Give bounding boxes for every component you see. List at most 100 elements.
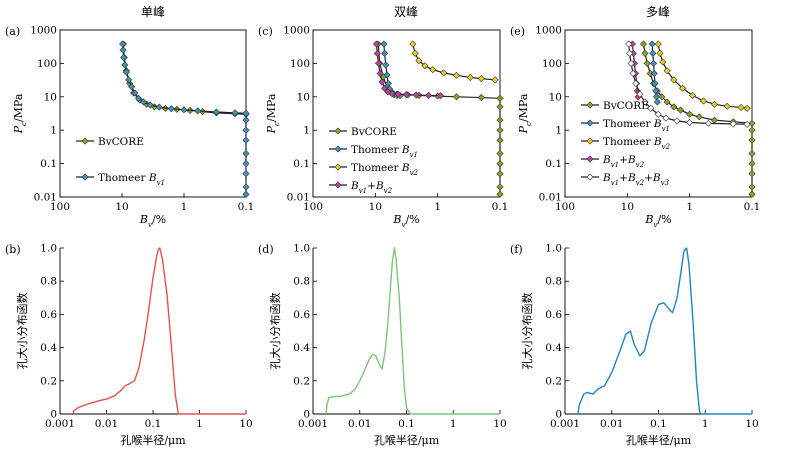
- text-part: v1: [359, 187, 367, 195]
- y-tick-label: 0.1: [545, 158, 562, 170]
- series-line: [577, 247, 752, 415]
- data-point: [242, 150, 250, 158]
- text-part: B: [350, 180, 359, 192]
- text-part: B: [627, 154, 636, 166]
- data-point: [135, 94, 143, 102]
- data-point: [381, 49, 389, 57]
- data-point: [654, 40, 662, 48]
- x-tick-label: 10: [745, 418, 758, 430]
- data-point: [394, 90, 402, 98]
- y-axis-label: 孔大小分布函数: [520, 293, 534, 370]
- data-point: [440, 69, 448, 77]
- y-tick-label: 1.0: [293, 243, 310, 255]
- x-tick-label: 0.001: [298, 418, 328, 430]
- data-point: [131, 89, 139, 97]
- text-part: +: [619, 172, 628, 184]
- data-point: [242, 190, 250, 198]
- data-point: [242, 136, 250, 144]
- data-point: [651, 79, 659, 88]
- data-point: [139, 98, 148, 106]
- x-tick-label: 0.01: [600, 418, 623, 430]
- x-tick-label: 0.01: [95, 418, 118, 430]
- x-axis-label: 孔喉半径/μm: [120, 433, 186, 447]
- y-tick-label: 0.4: [293, 342, 310, 354]
- text-part: +: [644, 172, 653, 184]
- data-point: [146, 101, 154, 109]
- text-part: B: [652, 172, 661, 184]
- y-axis-label: 孔大小分布函数: [15, 293, 29, 370]
- x-tick-label: 0.1: [650, 418, 667, 430]
- panel-label: (d): [258, 243, 274, 256]
- data-point: [748, 136, 756, 144]
- y-tick-label: 0.01: [539, 192, 562, 204]
- text-part: v1: [611, 161, 619, 169]
- x-tick-label: 10: [369, 201, 382, 213]
- legend-label: Bv1+Bv2: [602, 154, 645, 169]
- text-part: B: [653, 136, 662, 148]
- text-part: v1: [410, 151, 418, 159]
- panel-label: (c): [258, 25, 273, 38]
- x-tick-label: 10: [621, 201, 634, 213]
- data-point: [119, 46, 127, 54]
- data-point: [686, 110, 694, 118]
- data-point: [656, 49, 664, 57]
- data-point: [639, 40, 648, 48]
- panel-label: (b): [5, 243, 21, 256]
- series-line: [72, 247, 246, 415]
- panel-a: 0.01 0.1 1 10 100 1000 100 10 1 0.1 Bv/% Pc/MPa (a) B…: [5, 25, 254, 230]
- series-thomeer2: [409, 40, 499, 84]
- data-point: [121, 61, 129, 69]
- y-axis-label: Pc/MPa: [517, 93, 533, 134]
- y-tick-label: 0.4: [40, 342, 57, 354]
- text-part: /MPa: [12, 93, 25, 122]
- x-tick-label: 0.001: [550, 418, 580, 430]
- plot-frame: [564, 29, 753, 198]
- y-tick-label: 0.2: [293, 375, 310, 387]
- x-tick-label: 1: [702, 418, 709, 430]
- panel-label: (a): [5, 25, 20, 38]
- text-part: Thomeer: [98, 172, 149, 184]
- data-point: [388, 90, 396, 98]
- x-tick-label: 100: [50, 201, 70, 213]
- text-part: B: [602, 172, 611, 184]
- x-tick-label: 0.1: [398, 418, 415, 430]
- series-thomeer2: [654, 40, 751, 112]
- legend-label: Thomeer Bv1: [351, 144, 418, 159]
- y-tick-label: 0.8: [545, 276, 562, 288]
- data-point: [421, 62, 429, 70]
- data-point: [477, 94, 485, 102]
- data-point: [477, 75, 485, 83]
- data-point: [743, 120, 751, 128]
- x-tick-label: 0.1: [145, 418, 162, 430]
- data-point: [119, 40, 127, 48]
- text-part: BvCORE: [351, 126, 397, 138]
- data-point: [586, 173, 594, 181]
- data-point: [167, 105, 175, 113]
- data-point: [670, 76, 678, 84]
- y-tick-label: 0: [50, 409, 57, 421]
- text-part: BvCORE: [603, 100, 649, 112]
- panel-c: 0.01 0.1 1 10 100 1000 100 10 1 0.1 Bv/% Pc/MPa (c) B…: [258, 25, 508, 230]
- series-line: [325, 247, 500, 415]
- text-part: v1: [157, 179, 165, 187]
- legend-label: Bv1+Bv2: [350, 180, 393, 195]
- data-point: [496, 183, 504, 191]
- y-tick-label: 0.6: [40, 309, 57, 321]
- series-sum12: [372, 40, 445, 100]
- x-axis-label: 孔喉半径/μm: [374, 433, 440, 447]
- data-point: [653, 93, 661, 101]
- data-point: [748, 160, 756, 168]
- y-tick-label: 1.0: [40, 243, 57, 255]
- series-sum123: [625, 40, 751, 128]
- data-point: [729, 120, 737, 128]
- text-part: v3: [661, 179, 670, 187]
- data-point: [242, 170, 250, 178]
- legend-label: BvCORE: [98, 136, 144, 148]
- y-tick-label: 100: [290, 58, 310, 70]
- y-tick-label: 0.8: [40, 276, 57, 288]
- x-tick-label: 0.01: [348, 418, 371, 430]
- data-point: [231, 109, 239, 117]
- data-point: [710, 100, 718, 108]
